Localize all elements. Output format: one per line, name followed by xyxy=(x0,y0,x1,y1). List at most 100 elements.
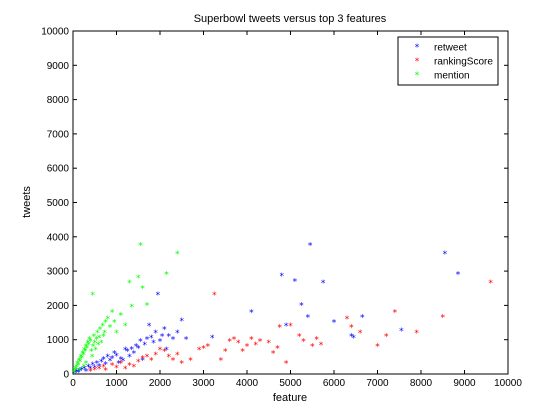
data-point: * xyxy=(166,332,171,342)
data-point: * xyxy=(162,348,167,358)
data-point: * xyxy=(223,348,228,358)
data-point: * xyxy=(197,346,202,356)
data-point: * xyxy=(145,301,150,311)
data-point: * xyxy=(99,339,104,349)
data-point: * xyxy=(88,365,93,375)
data-point: * xyxy=(82,365,87,375)
data-point: * xyxy=(100,322,105,332)
data-point: * xyxy=(103,360,108,370)
data-point: * xyxy=(108,324,113,334)
data-point: * xyxy=(119,360,124,370)
data-point: * xyxy=(127,353,132,363)
data-point: * xyxy=(123,346,128,356)
y-tick-label: 4000 xyxy=(47,232,70,243)
data-point: * xyxy=(77,367,82,377)
data-point: * xyxy=(90,291,95,301)
data-point: * xyxy=(79,366,84,376)
data-point: * xyxy=(103,367,108,377)
data-point: * xyxy=(138,337,143,347)
data-point: * xyxy=(393,308,398,318)
data-point: * xyxy=(345,315,350,325)
x-tick-label: 5000 xyxy=(279,378,302,389)
y-axis-title: tweets xyxy=(21,186,33,218)
data-point: * xyxy=(114,364,119,374)
data-point: * xyxy=(158,346,163,356)
data-point: * xyxy=(72,367,77,377)
x-tick-label: 1000 xyxy=(105,378,128,389)
legend-label: mention xyxy=(434,71,470,82)
data-point: * xyxy=(158,337,163,347)
data-point: * xyxy=(114,329,119,339)
data-point: * xyxy=(90,353,95,363)
data-point: * xyxy=(75,360,80,370)
data-point: * xyxy=(86,339,91,349)
series-retweet: ****************************************… xyxy=(73,241,461,379)
legend-marker: * xyxy=(415,71,420,81)
data-point: * xyxy=(84,343,89,353)
data-point: * xyxy=(175,250,180,260)
data-point: * xyxy=(151,339,156,349)
x-tick-label: 10000 xyxy=(494,378,522,389)
data-point: * xyxy=(119,356,124,366)
y-tick-label: 0 xyxy=(63,370,69,381)
data-point: * xyxy=(82,346,87,356)
data-point: * xyxy=(349,332,354,342)
data-point: * xyxy=(188,356,193,366)
data-point: * xyxy=(232,336,237,346)
data-point: * xyxy=(94,336,99,346)
data-point: * xyxy=(132,363,137,373)
data-point: * xyxy=(92,332,97,342)
data-point: * xyxy=(180,360,185,370)
data-point: * xyxy=(358,329,363,339)
data-point: * xyxy=(127,361,132,371)
y-tick-label: 3000 xyxy=(47,267,70,278)
data-point: * xyxy=(310,343,315,353)
data-point: * xyxy=(103,319,108,329)
data-point: * xyxy=(175,329,180,339)
data-point: * xyxy=(97,365,102,375)
x-tick-label: 2000 xyxy=(149,378,172,389)
data-point: * xyxy=(83,348,88,358)
data-point: * xyxy=(106,315,111,325)
data-point: * xyxy=(82,363,87,373)
data-point: * xyxy=(277,324,282,334)
data-point: * xyxy=(72,368,77,378)
x-tick-label: 7000 xyxy=(366,378,389,389)
data-point: * xyxy=(258,337,263,347)
data-point: * xyxy=(101,356,106,366)
data-point: * xyxy=(119,312,124,322)
data-point: * xyxy=(88,367,93,377)
data-point: * xyxy=(136,274,141,284)
x-tick-label: 6000 xyxy=(323,378,346,389)
x-tick-label: 4000 xyxy=(236,378,259,389)
data-point: * xyxy=(86,363,91,373)
data-point: * xyxy=(206,343,211,353)
y-tick-label: 2000 xyxy=(47,301,70,312)
data-point: * xyxy=(74,368,79,378)
data-point: * xyxy=(85,344,90,354)
y-tick-label: 8000 xyxy=(47,95,70,106)
data-point: * xyxy=(160,332,165,342)
data-point: * xyxy=(456,271,461,281)
data-point: * xyxy=(284,322,289,332)
data-point: * xyxy=(156,291,161,301)
data-point: * xyxy=(136,344,141,354)
data-point: * xyxy=(132,349,137,359)
data-point: * xyxy=(80,349,85,359)
data-point: * xyxy=(91,343,96,353)
data-point: * xyxy=(297,332,302,342)
data-point: * xyxy=(77,367,82,377)
data-point: * xyxy=(81,351,86,361)
chart-title: Superbowl tweets versus top 3 features xyxy=(194,13,387,25)
x-tick-label: 0 xyxy=(70,378,76,389)
data-point: * xyxy=(301,337,306,347)
y-tick-label: 6000 xyxy=(47,164,70,175)
series-rankingScore: * * * *** * ** * ** * * *** ** *** ** * ***** * ***** * ***… xyxy=(88,279,493,377)
data-point: * xyxy=(280,272,285,282)
data-point: * xyxy=(145,353,150,363)
data-point: * xyxy=(375,343,380,353)
data-point: * xyxy=(166,353,171,363)
y-tick-label: 7000 xyxy=(47,129,70,140)
data-point: * xyxy=(267,339,272,349)
data-point: * xyxy=(93,364,98,374)
